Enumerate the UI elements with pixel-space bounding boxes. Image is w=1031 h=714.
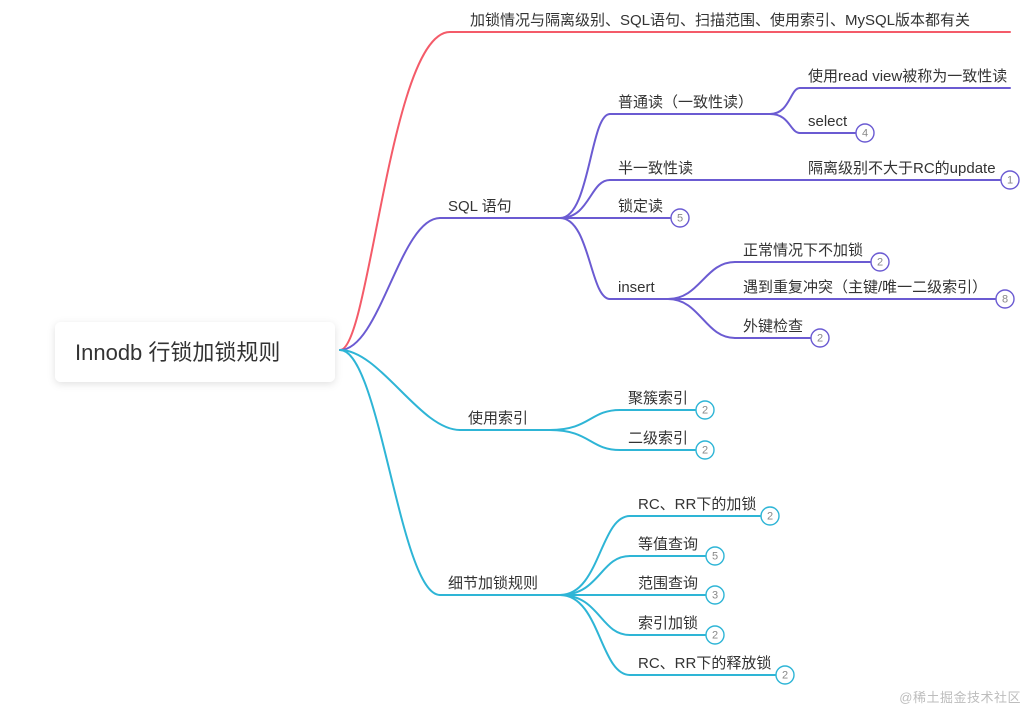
branch-curve (770, 88, 800, 114)
count-badge: 2 (706, 626, 724, 644)
branch-curve (340, 218, 440, 350)
count-badge: 1 (1001, 171, 1019, 189)
count-badge: 3 (706, 586, 724, 604)
branch-curve (550, 410, 620, 430)
top-branch-label: 加锁情况与隔离级别、SQL语句、扫描范围、使用索引、MySQL版本都有关 (470, 12, 970, 29)
svg-text:5: 5 (677, 213, 683, 225)
node-label: 二级索引 (628, 430, 688, 447)
count-badge: 5 (671, 209, 689, 227)
svg-text:8: 8 (1002, 294, 1008, 306)
branch-curve (668, 262, 735, 299)
node-label: select (808, 113, 848, 130)
svg-text:2: 2 (712, 630, 718, 642)
node-label: 范围查询 (638, 575, 698, 592)
svg-text:5: 5 (712, 551, 718, 563)
svg-text:2: 2 (877, 257, 883, 269)
svg-text:2: 2 (702, 445, 708, 457)
node-label: SQL 语句 (448, 198, 512, 215)
node-label: 半一致性读 (618, 160, 693, 177)
branch-curve (340, 350, 440, 595)
count-badge: 5 (706, 547, 724, 565)
node-label: RC、RR下的释放锁 (638, 655, 771, 672)
svg-text:4: 4 (862, 128, 868, 140)
count-badge: 4 (856, 124, 874, 142)
branch-curve (560, 516, 630, 595)
node-label: RC、RR下的加锁 (638, 496, 756, 513)
count-badge: 2 (811, 329, 829, 347)
branch-curve (560, 180, 610, 218)
node-label: 隔离级别不大于RC的update (808, 160, 996, 177)
branch-curve (340, 32, 450, 350)
svg-text:3: 3 (712, 590, 718, 602)
svg-text:2: 2 (782, 670, 788, 682)
count-badge: 2 (761, 507, 779, 525)
node-label: 遇到重复冲突（主键/唯一二级索引） (743, 278, 987, 296)
svg-text:1: 1 (1007, 175, 1013, 187)
node-label: 细节加锁规则 (448, 575, 538, 592)
branch-curve (770, 114, 800, 133)
branch-curve (340, 350, 460, 430)
branch-curve (560, 595, 630, 675)
svg-text:2: 2 (767, 511, 773, 523)
node-label: 使用read view被称为一致性读 (808, 68, 1007, 85)
node-label: 等值查询 (638, 535, 698, 553)
node-label: 索引加锁 (638, 615, 698, 632)
node-label: 锁定读 (618, 198, 663, 215)
node-label: 聚簇索引 (628, 389, 688, 407)
node-label: 正常情况下不加锁 (743, 242, 863, 259)
node-label: 外键检查 (743, 318, 803, 335)
branch-curve (560, 114, 610, 218)
node-label: insert (618, 279, 656, 296)
count-badge: 8 (996, 290, 1014, 308)
svg-text:2: 2 (817, 333, 823, 345)
root-label: Innodb 行锁加锁规则 (75, 340, 280, 365)
svg-text:2: 2 (702, 405, 708, 417)
count-badge: 2 (871, 253, 889, 271)
node-label: 普通读（一致性读） (618, 94, 753, 111)
branch-curve (668, 299, 735, 338)
node-label: 使用索引 (468, 410, 528, 427)
branch-curve (560, 218, 610, 299)
branch-curve (550, 430, 620, 450)
count-badge: 2 (696, 441, 714, 459)
count-badge: 2 (776, 666, 794, 684)
mindmap-canvas: Innodb 行锁加锁规则 加锁情况与隔离级别、SQL语句、扫描范围、使用索引、M… (0, 0, 1031, 714)
watermark-text: @稀土掘金技术社区 (899, 687, 1021, 706)
count-badge: 2 (696, 401, 714, 419)
